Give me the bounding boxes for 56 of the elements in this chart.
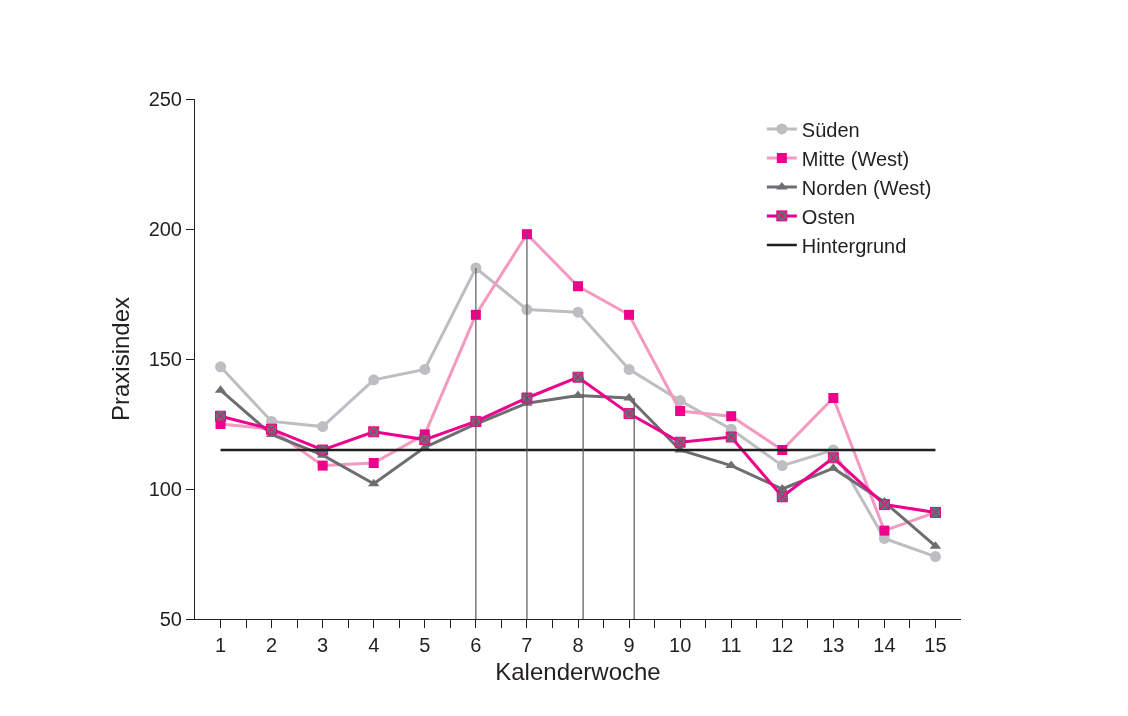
x-tick-label: 11 [720, 634, 742, 656]
point [878, 499, 890, 511]
x-tick-label: 10 [669, 634, 692, 656]
point [419, 363, 431, 375]
point [725, 460, 737, 469]
x-tick-label: 9 [623, 634, 635, 656]
y-tick-label: 100 [148, 478, 182, 500]
x-tick-label: 7 [521, 634, 533, 656]
point [726, 411, 737, 422]
y-axis-title: Praxisindex [106, 296, 134, 422]
point [674, 436, 686, 448]
legend-label: Norden (West) [801, 176, 932, 199]
point [624, 309, 635, 320]
point [827, 452, 839, 464]
point [215, 410, 227, 422]
point [879, 525, 890, 536]
point [317, 460, 328, 471]
point [573, 281, 583, 292]
legend-label: Mitte (West) [801, 147, 910, 170]
x-tick-label: 5 [419, 634, 431, 656]
point [623, 363, 635, 375]
point [419, 434, 431, 446]
legend-label: Hintergrund [801, 234, 907, 257]
x-tick-label: 1 [214, 634, 227, 656]
x-tick-label: 4 [368, 634, 380, 656]
y-tick-label: 50 [159, 608, 182, 630]
point [368, 458, 379, 468]
point [368, 374, 380, 386]
legend-label: Osten [801, 205, 856, 228]
point [572, 306, 584, 318]
point [623, 408, 635, 420]
y-tick-label: 250 [148, 88, 182, 110]
point [725, 431, 737, 443]
point [572, 371, 584, 383]
x-tick-label: 2 [266, 634, 278, 656]
point [929, 551, 941, 563]
x-tick-label: 12 [771, 634, 794, 656]
legend-label: Süden [801, 118, 860, 141]
point [521, 229, 532, 240]
point [521, 392, 533, 404]
point [368, 426, 380, 438]
point [828, 393, 839, 403]
y-tick-label: 200 [148, 218, 182, 240]
x-tick-label: 6 [470, 634, 482, 656]
y-tick-label: 150 [148, 348, 182, 370]
point [215, 361, 227, 373]
x-tick-label: 14 [873, 634, 896, 656]
x-tick-label: 3 [317, 634, 329, 656]
point [776, 460, 788, 472]
x-axis-title: Kalenderwoche [495, 658, 661, 686]
point [675, 406, 686, 416]
point [776, 491, 788, 503]
x-tick-label: 13 [822, 634, 845, 656]
x-tick-label: 15 [924, 634, 947, 656]
point [317, 421, 329, 433]
x-tick-label: 8 [572, 634, 584, 656]
